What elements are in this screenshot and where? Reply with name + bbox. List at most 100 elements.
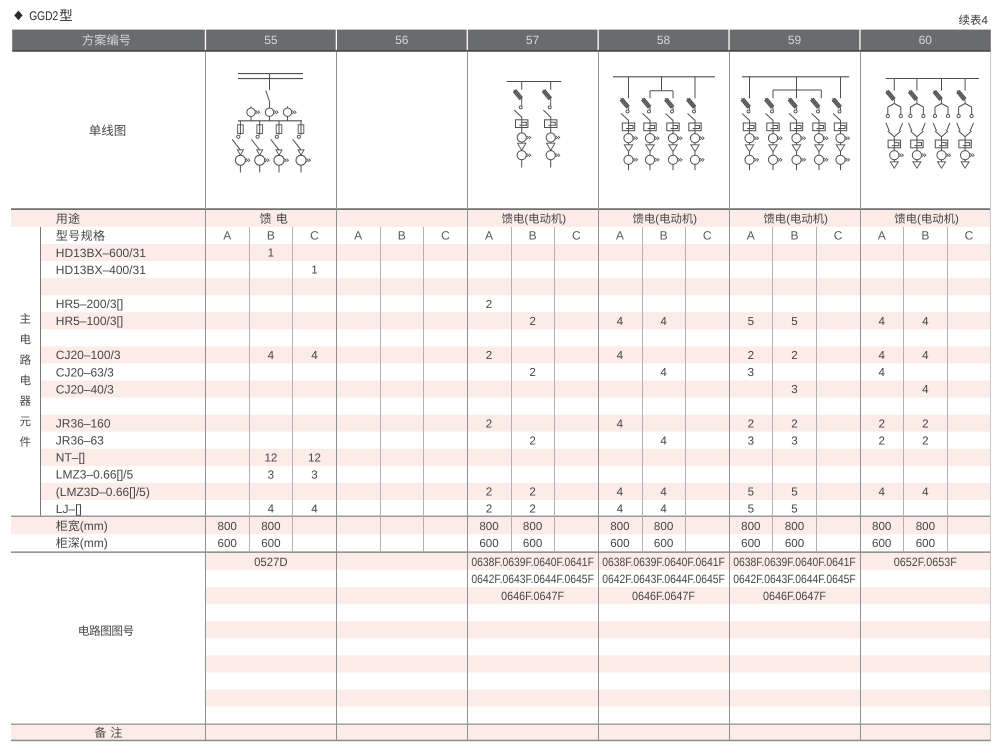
svg-text:2: 2: [529, 366, 535, 379]
svg-text:2: 2: [878, 434, 884, 447]
svg-text:NT–[]: NT–[]: [56, 451, 85, 465]
svg-text:800: 800: [218, 520, 237, 533]
svg-text:C: C: [965, 229, 974, 243]
svg-text:2: 2: [791, 417, 797, 430]
svg-text:4: 4: [311, 349, 318, 362]
svg-text:0646F.0647F: 0646F.0647F: [763, 589, 826, 603]
svg-text:4: 4: [268, 503, 275, 516]
svg-text:2: 2: [486, 486, 492, 499]
svg-text:0642F.0643F.0644F.0645F: 0642F.0643F.0644F.0645F: [602, 572, 725, 586]
svg-text:4: 4: [982, 15, 989, 27]
svg-text:B: B: [529, 229, 537, 243]
svg-text:4: 4: [617, 503, 624, 516]
svg-text:800: 800: [479, 520, 498, 533]
svg-text:3: 3: [748, 366, 754, 379]
svg-text:5: 5: [748, 486, 754, 499]
svg-text:600: 600: [261, 537, 280, 550]
svg-text:A: A: [485, 229, 493, 243]
svg-text:2: 2: [748, 417, 754, 430]
svg-text:3: 3: [748, 434, 754, 447]
svg-text:600: 600: [523, 537, 542, 550]
svg-text:GGD2: GGD2: [29, 9, 58, 23]
svg-text:C: C: [441, 229, 450, 243]
svg-text:4: 4: [878, 349, 885, 362]
svg-text:2: 2: [529, 315, 535, 328]
svg-text:800: 800: [610, 520, 629, 533]
svg-text:LJ–[]: LJ–[]: [56, 502, 82, 516]
svg-text:5: 5: [791, 486, 797, 499]
svg-text:(: (: [917, 213, 921, 225]
svg-text:4: 4: [922, 315, 929, 328]
svg-text:2: 2: [486, 503, 492, 516]
svg-text:4: 4: [617, 315, 624, 328]
svg-text:(: (: [786, 213, 790, 225]
svg-text:3: 3: [311, 469, 317, 482]
svg-text:A: A: [747, 229, 755, 243]
svg-text:HR5–200/3[]: HR5–200/3[]: [56, 297, 123, 311]
svg-text:(: (: [655, 213, 659, 225]
svg-text:0638F.0639F.0640F.0641F: 0638F.0639F.0640F.0641F: [471, 555, 594, 569]
svg-text:5: 5: [791, 503, 797, 516]
svg-text:1: 1: [311, 264, 317, 277]
svg-text:4: 4: [617, 417, 624, 430]
svg-text:2: 2: [486, 417, 492, 430]
svg-text:HD13BX–600/31: HD13BX–600/31: [56, 246, 146, 260]
svg-text:HR5–100/3[]: HR5–100/3[]: [56, 314, 123, 328]
svg-text:59: 59: [788, 33, 802, 47]
svg-text:600: 600: [654, 537, 673, 550]
svg-text:(LMZ3D–0.66[]/5): (LMZ3D–0.66[]/5): [56, 485, 150, 499]
svg-text:JR36–63: JR36–63: [56, 434, 104, 448]
svg-text:0642F.0643F.0644F.0645F: 0642F.0643F.0644F.0645F: [733, 572, 856, 586]
svg-text:): ): [955, 213, 959, 225]
svg-text:CJ20–100/3: CJ20–100/3: [56, 348, 121, 362]
svg-text:800: 800: [916, 520, 935, 533]
svg-text:4: 4: [660, 366, 667, 379]
svg-text:4: 4: [311, 503, 318, 516]
svg-text:4: 4: [878, 486, 885, 499]
svg-text:C: C: [703, 229, 712, 243]
svg-text:(: (: [524, 213, 528, 225]
svg-text:C: C: [310, 229, 319, 243]
svg-text:0527D: 0527D: [254, 555, 288, 569]
svg-text:A: A: [354, 229, 362, 243]
svg-text:600: 600: [916, 537, 935, 550]
svg-text:55: 55: [264, 33, 278, 47]
svg-text:B: B: [660, 229, 668, 243]
svg-text:2: 2: [486, 298, 492, 311]
svg-text:0646F.0647F: 0646F.0647F: [632, 589, 695, 603]
svg-text:12: 12: [264, 452, 277, 465]
svg-text:2: 2: [922, 417, 928, 430]
svg-text:4: 4: [878, 366, 885, 379]
svg-text:B: B: [921, 229, 929, 243]
svg-text:3: 3: [268, 469, 274, 482]
svg-text:58: 58: [657, 33, 671, 47]
svg-text:600: 600: [610, 537, 629, 550]
svg-text:4: 4: [617, 486, 624, 499]
svg-text:800: 800: [654, 520, 673, 533]
svg-text:0652F.0653F: 0652F.0653F: [894, 555, 957, 569]
svg-text:5: 5: [748, 503, 754, 516]
svg-text:4: 4: [922, 349, 929, 362]
svg-text:0638F.0639F.0640F.0641F: 0638F.0639F.0640F.0641F: [733, 555, 856, 569]
svg-text:4: 4: [922, 486, 929, 499]
svg-text:600: 600: [479, 537, 498, 550]
svg-text:4: 4: [268, 349, 275, 362]
svg-text:4: 4: [660, 503, 667, 516]
svg-text:800: 800: [523, 520, 542, 533]
svg-text:2: 2: [529, 486, 535, 499]
svg-text:(mm): (mm): [80, 536, 108, 550]
svg-text:2: 2: [791, 349, 797, 362]
svg-text:5: 5: [748, 315, 754, 328]
svg-text:4: 4: [660, 315, 667, 328]
svg-text:800: 800: [785, 520, 804, 533]
svg-text:600: 600: [872, 537, 891, 550]
svg-text:2: 2: [878, 417, 884, 430]
svg-text:3: 3: [791, 383, 797, 396]
svg-text:4: 4: [922, 383, 929, 396]
svg-text:LMZ3–0.66[]/5: LMZ3–0.66[]/5: [56, 468, 134, 482]
svg-text:56: 56: [395, 33, 409, 47]
svg-text:B: B: [267, 229, 275, 243]
svg-text:600: 600: [218, 537, 237, 550]
svg-text:A: A: [878, 229, 886, 243]
svg-text:C: C: [572, 229, 581, 243]
